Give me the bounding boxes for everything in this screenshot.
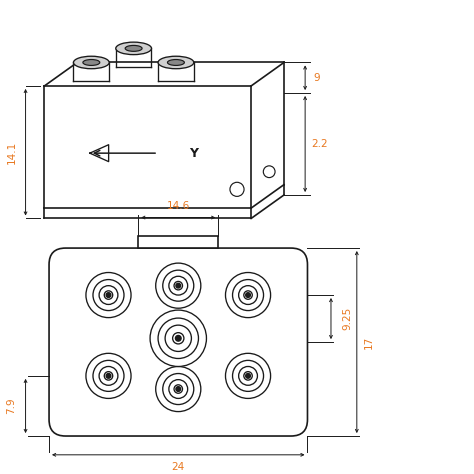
Text: 9: 9 xyxy=(314,73,320,83)
Circle shape xyxy=(99,366,118,385)
Circle shape xyxy=(163,374,194,404)
Circle shape xyxy=(226,353,271,399)
Circle shape xyxy=(163,270,194,301)
Ellipse shape xyxy=(125,46,142,51)
Circle shape xyxy=(238,366,257,385)
Text: 17: 17 xyxy=(364,336,374,349)
Ellipse shape xyxy=(264,166,275,178)
Circle shape xyxy=(99,286,118,304)
Circle shape xyxy=(169,276,188,295)
Circle shape xyxy=(93,280,124,310)
Circle shape xyxy=(156,263,201,308)
Circle shape xyxy=(233,360,264,392)
Bar xyxy=(138,237,218,248)
Text: 24: 24 xyxy=(172,462,185,472)
Text: 14.6: 14.6 xyxy=(167,201,190,211)
Circle shape xyxy=(156,366,201,411)
Circle shape xyxy=(86,273,131,318)
Circle shape xyxy=(158,318,199,358)
Text: 14.1: 14.1 xyxy=(7,141,17,164)
Ellipse shape xyxy=(167,60,184,65)
Circle shape xyxy=(238,286,257,304)
Circle shape xyxy=(86,353,131,399)
Circle shape xyxy=(175,336,181,341)
Ellipse shape xyxy=(83,60,100,65)
Circle shape xyxy=(176,283,181,288)
Text: 2.2: 2.2 xyxy=(311,139,328,149)
Circle shape xyxy=(173,333,184,344)
Ellipse shape xyxy=(73,56,109,69)
Circle shape xyxy=(246,293,250,297)
Circle shape xyxy=(104,291,113,299)
Circle shape xyxy=(176,387,181,392)
Circle shape xyxy=(169,380,188,399)
Circle shape xyxy=(106,293,111,297)
Circle shape xyxy=(165,325,191,351)
Circle shape xyxy=(230,182,244,196)
Circle shape xyxy=(106,374,111,378)
Circle shape xyxy=(244,291,252,299)
Ellipse shape xyxy=(116,42,152,55)
Circle shape xyxy=(226,273,271,318)
Circle shape xyxy=(93,360,124,392)
FancyBboxPatch shape xyxy=(49,248,308,436)
Circle shape xyxy=(150,310,207,366)
Circle shape xyxy=(174,282,182,290)
Circle shape xyxy=(246,374,250,378)
Circle shape xyxy=(233,280,264,310)
Text: 9.25: 9.25 xyxy=(342,307,353,330)
Text: Y: Y xyxy=(189,146,198,160)
Circle shape xyxy=(104,372,113,380)
Ellipse shape xyxy=(158,56,194,69)
Circle shape xyxy=(244,372,252,380)
Text: 7.9: 7.9 xyxy=(7,398,17,414)
Circle shape xyxy=(174,385,182,393)
